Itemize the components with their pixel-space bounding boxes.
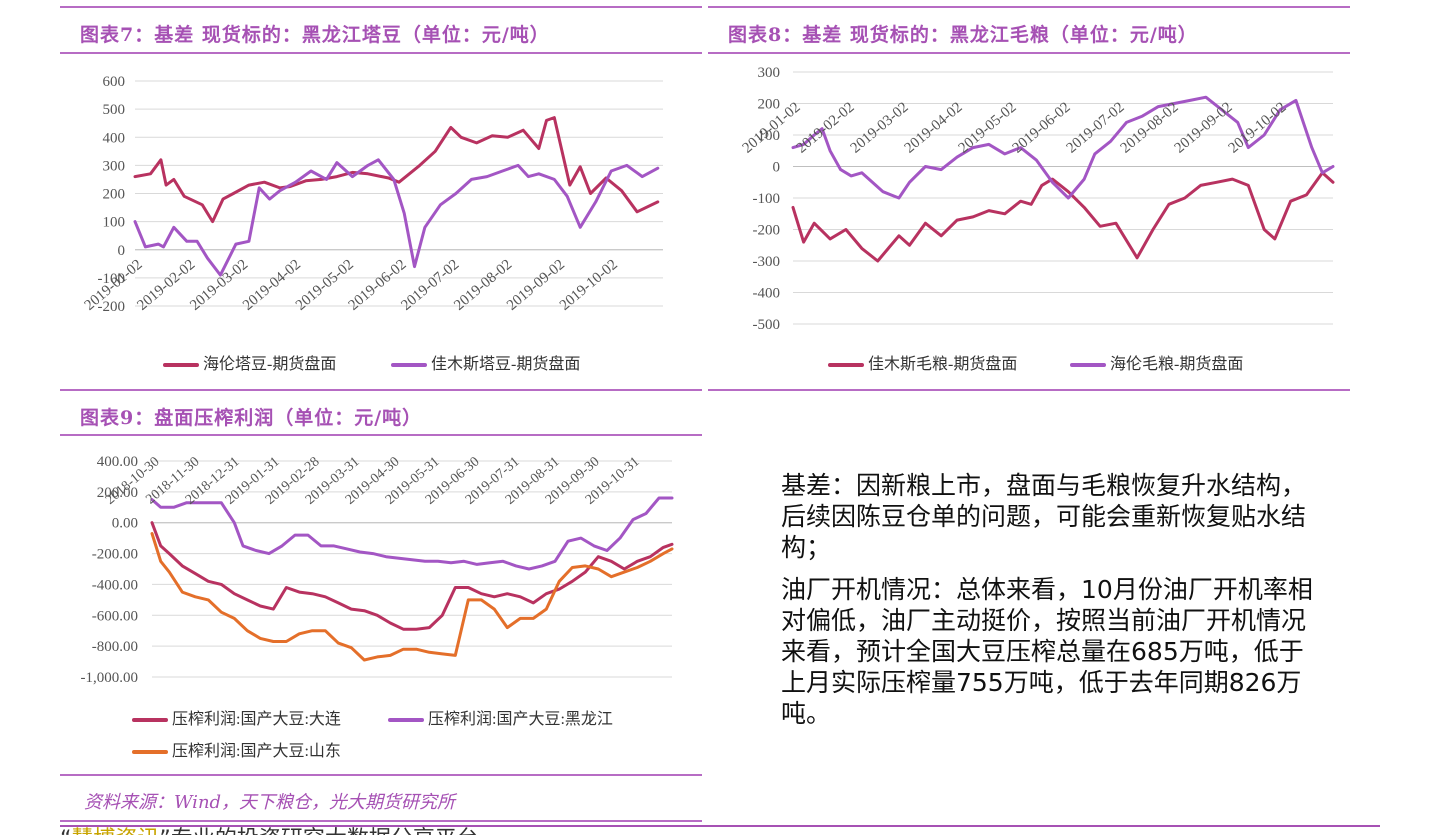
chart9-legend-item-2: 压榨利润:国产大豆:山东 [132, 737, 341, 761]
x-tick-label: 2019-10-02 [1226, 99, 1290, 156]
footer-rule [60, 825, 1380, 827]
legend-label: 海伦毛粮-期货盘面 [1110, 356, 1244, 373]
series-line-0 [791, 171, 1335, 263]
x-tick-label: 2019-03-02 [187, 257, 251, 314]
chart7-title: 图表7：基差 现货标的：黑龙江塔豆（单位：元/吨） [80, 24, 550, 46]
y-tick-label: 300 [758, 65, 781, 81]
legend-label: 压榨利润:国产大豆:黑龙江 [428, 711, 613, 728]
chart8-top-rule [708, 6, 1350, 8]
footer-text: ”专业的投资研究大数据分享平台 [159, 827, 478, 835]
footer-quote: “ [60, 827, 71, 835]
y-tick-label: -500 [753, 317, 781, 333]
x-tick-label: 2019-10-02 [557, 257, 621, 314]
y-tick-label: 100 [103, 215, 126, 231]
series-line-1 [791, 95, 1335, 200]
x-tick-label: 2019-03-02 [848, 99, 912, 156]
series-line-2 [150, 532, 674, 662]
series-line-0 [133, 116, 660, 224]
legend-label: 海伦塔豆-期货盘面 [203, 356, 337, 373]
x-tick-label: 2019-04-02 [240, 257, 304, 314]
y-tick-label: -400.00 [92, 577, 138, 593]
chart8-panel: 图表8：基差 现货标的：黑龙江毛粮（单位：元/吨） 300 200 100 0 -100… [708, 6, 1350, 391]
x-tick-label: 2019-05-02 [293, 257, 357, 314]
y-tick-label: -200 [98, 299, 126, 315]
x-tick-label: 2019-08-02 [451, 257, 515, 314]
x-tick-label: 2019-02-02 [794, 99, 858, 156]
y-tick-label: 200.00 [97, 485, 138, 501]
chart7-bottom-rule [60, 389, 702, 391]
legend-swatch [163, 363, 199, 368]
y-tick-label: 400.00 [97, 454, 138, 470]
chart8-plot: 3002001000-100-200-300-400-5002019-01-02… [740, 65, 1335, 333]
y-tick-label: 0 [773, 160, 781, 176]
legend-swatch [132, 750, 168, 755]
y-tick-label: -100 [753, 191, 781, 207]
y-tick-label: -1,000.00 [81, 670, 139, 686]
y-tick-label: 0 [118, 243, 126, 259]
source-rule [60, 820, 702, 822]
x-tick-label: 2019-07-02 [1064, 99, 1128, 156]
y-tick-label: -800.00 [92, 639, 138, 655]
x-tick-label: 2019-09-02 [1172, 99, 1236, 156]
y-tick-label: -200 [753, 223, 781, 239]
chart8-legend-item-0: 佳木斯毛粮-期货盘面 [828, 350, 1017, 374]
legend-label: 佳木斯塔豆-期货盘面 [431, 356, 581, 373]
series-line-0 [150, 521, 674, 631]
chart9-legend-item-0: 压榨利润:国产大豆:大连 [132, 705, 341, 729]
crush-paragraph: 油厂开机情况：总体来看，10月份油厂开机率相对偏低，油厂主动挺价，按照当前油厂开… [781, 575, 1313, 728]
series-line-1 [133, 158, 660, 277]
source-note: 资料来源：Wind，天下粮仓，光大期货研究所 [84, 792, 456, 813]
y-tick-label: -400 [753, 286, 781, 302]
x-tick-label: 2019-09-02 [504, 257, 568, 314]
y-tick-label: 200 [758, 97, 781, 113]
y-tick-label: -100 [98, 271, 126, 287]
y-tick-label: 100 [758, 128, 781, 144]
legend-swatch [132, 718, 168, 723]
x-tick-label: 2019-08-02 [1118, 99, 1182, 156]
y-tick-label: -600.00 [92, 608, 138, 624]
x-tick-label: 2019-06-02 [1010, 99, 1074, 156]
legend-label: 压榨利润:国产大豆:山东 [172, 743, 341, 760]
x-tick-label: 2019-05-02 [956, 99, 1020, 156]
series-line-1 [150, 496, 674, 571]
legend-swatch [388, 718, 424, 723]
chart9-legend-item-1: 压榨利润:国产大豆:黑龙江 [388, 705, 613, 729]
x-tick-label: 2019-02-02 [134, 257, 198, 314]
chart8-bottom-rule [708, 389, 1350, 391]
x-tick-label: 2019-06-02 [346, 257, 410, 314]
footer-brand-link[interactable]: 慧博资讯 [71, 827, 159, 835]
chart7-title-rule [60, 52, 702, 54]
chart7-panel: 图表7：基差 现货标的：黑龙江塔豆（单位：元/吨） 600 500 400 300 20… [60, 6, 702, 391]
chart7-top-rule [60, 6, 702, 8]
y-tick-label: 200 [103, 187, 126, 203]
y-tick-label: -200.00 [92, 547, 138, 563]
chart9-panel: 图表9：盘面压榨利润（单位：元/吨） 400.00 200.00 0.00 -200.… [60, 395, 702, 825]
legend-swatch [391, 363, 427, 368]
legend-swatch [828, 363, 864, 368]
chart7-plot: 6005004003002001000-100-2002019-01-02201… [82, 74, 663, 315]
basis-paragraph: 基差：因新粮上市，盘面与毛粮恢复升水结构，后续因陈豆仓单的问题，可能会重新恢复贴… [781, 471, 1307, 562]
x-tick-label: 2019-04-02 [902, 99, 966, 156]
chart7-legend-item-0: 海伦塔豆-期货盘面 [163, 350, 336, 374]
y-tick-label: -300 [753, 254, 781, 270]
legend-label: 压榨利润:国产大豆:大连 [172, 711, 341, 728]
legend-swatch [1070, 363, 1106, 368]
chart8-title: 图表8：基差 现货标的：黑龙江毛粮（单位：元/吨） [728, 24, 1198, 46]
y-tick-label: 600 [103, 74, 126, 90]
chart8-legend-item-1: 海伦毛粮-期货盘面 [1070, 350, 1243, 374]
footer-banner: “慧博资讯”专业的投资研究大数据分享平台 [60, 821, 1390, 835]
y-tick-label: 500 [103, 102, 126, 118]
y-tick-label: 400 [103, 130, 126, 146]
chart9-plot: 400.00 200.00 0.00 -200.00 -400.00 -600.00 -80… [81, 454, 674, 686]
chart9-title-rule [60, 434, 702, 436]
y-tick-label: 0.00 [112, 516, 138, 532]
chart7-legend-item-1: 佳木斯塔豆-期货盘面 [391, 350, 580, 374]
chart9-title: 图表9：盘面压榨利润（单位：元/吨） [80, 407, 423, 429]
x-tick-label: 2019-07-02 [398, 257, 462, 314]
chart8-title-rule [708, 52, 1350, 54]
legend-label: 佳木斯毛粮-期货盘面 [868, 356, 1018, 373]
chart9-bottom-rule [60, 774, 702, 776]
y-tick-label: 300 [103, 158, 126, 174]
